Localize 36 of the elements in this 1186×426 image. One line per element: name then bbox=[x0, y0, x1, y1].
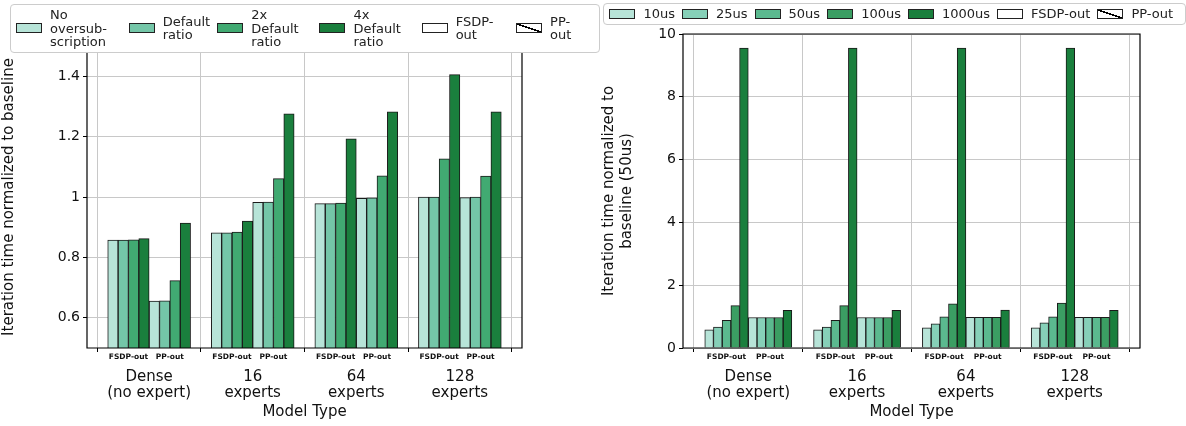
text: 64 experts bbox=[328, 366, 385, 401]
y-tick-label: 0 bbox=[667, 338, 676, 355]
legend-label: 1000us bbox=[941, 6, 991, 21]
y-tick-label: 6 bbox=[667, 150, 677, 167]
legend-label: Default ratio bbox=[162, 13, 211, 43]
legend-label: 100us bbox=[861, 6, 901, 21]
y-tick-label: 0.6 bbox=[57, 308, 81, 325]
y-tick-label: 1.2 bbox=[57, 127, 80, 144]
text: Dense (no expert) bbox=[107, 366, 192, 401]
y-tick-label: 1.4 bbox=[57, 66, 81, 83]
x-axis-title: Model Type bbox=[262, 401, 347, 420]
legend-label: 4x Default ratio bbox=[353, 7, 402, 50]
text: Dense (no expert) bbox=[706, 366, 791, 401]
y-tick-label: 1 bbox=[71, 187, 80, 204]
legend-label: No oversub- scription bbox=[50, 7, 108, 50]
legend-label: FSDP-out bbox=[1031, 6, 1091, 21]
legend-label: FSDP-out bbox=[455, 13, 495, 43]
y-tick-label: 4 bbox=[667, 213, 677, 230]
legend-label: PP-out bbox=[550, 13, 573, 43]
legend-label: 25us bbox=[716, 6, 748, 21]
text: 128 experts bbox=[1046, 366, 1104, 401]
text: 64 experts bbox=[937, 366, 995, 401]
legend-label: PP-out bbox=[1131, 6, 1173, 21]
x-axis-title: Model Type bbox=[869, 401, 954, 420]
y-tick-label: 10 bbox=[658, 24, 676, 41]
y-tick-label: 0.8 bbox=[57, 248, 80, 265]
legend-label: 50us bbox=[788, 6, 821, 21]
y-axis-title: Iteration time normalized to baseline (50us) bbox=[598, 85, 635, 297]
legend-label: 2x Default ratio bbox=[251, 7, 300, 50]
legend-label: 10us bbox=[643, 6, 676, 21]
y-tick-label: 8 bbox=[667, 87, 676, 104]
text: 16 experts bbox=[224, 366, 282, 401]
y-tick-label: 2 bbox=[667, 275, 676, 292]
y-axis-title: Iteration time normalized to baseline bbox=[0, 58, 17, 336]
text: 128 experts bbox=[431, 366, 489, 401]
text: 16 experts bbox=[828, 366, 886, 401]
